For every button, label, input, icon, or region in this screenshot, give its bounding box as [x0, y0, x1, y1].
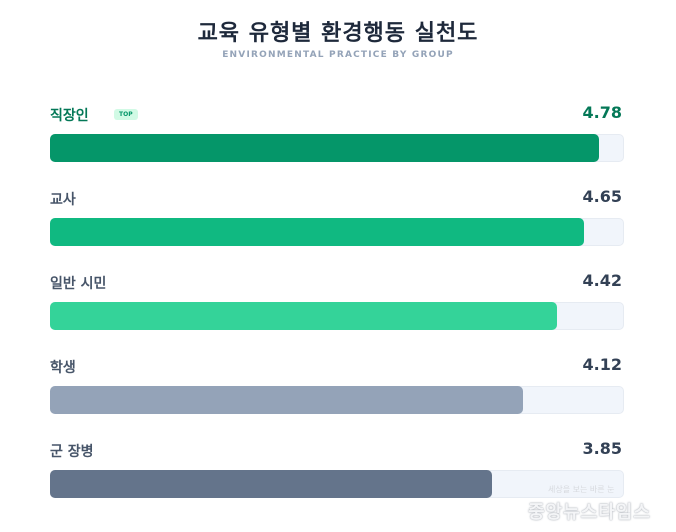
bar-fill	[50, 470, 492, 498]
bar-label: 직장인	[50, 108, 89, 124]
bar-row-header: 학생 4.12	[50, 355, 624, 377]
bar-row: 일반 시민 4.42	[50, 271, 624, 331]
bar-label: 군 장병	[50, 444, 94, 460]
bar-row-header: 군 장병 3.85	[50, 439, 624, 461]
bar-value: 4.42	[582, 271, 622, 290]
bar-row: 학생 4.12	[50, 355, 624, 415]
bar-fill	[50, 386, 523, 414]
bar-value: 4.78	[582, 103, 622, 122]
watermark-tagline: 세상을 보는 바른 눈	[548, 485, 615, 494]
bar-label: 학생	[50, 360, 76, 376]
bar-value: 4.65	[582, 187, 622, 206]
bar-fill	[50, 302, 558, 330]
bar-row-header: 교사 4.65	[50, 187, 624, 209]
watermark-logo: 중앙뉴스타임스	[528, 502, 651, 523]
bar-row: 군 장병 3.85	[50, 439, 624, 499]
bar-row: 교사 4.65	[50, 187, 624, 247]
chart-title: 교육 유형별 환경행동 실천도	[197, 21, 479, 46]
bar-fill	[50, 218, 584, 246]
bar-fill	[50, 134, 599, 162]
bar-label: 교사	[50, 192, 76, 208]
top-badge: TOP	[114, 109, 138, 120]
bar-row: 직장인 4.78 TOP	[50, 103, 624, 163]
bar-row-header: 직장인 4.78 TOP	[50, 103, 624, 125]
bar-value: 3.85	[582, 439, 622, 458]
bar-row-header: 일반 시민 4.42	[50, 271, 624, 293]
bar-label: 일반 시민	[50, 276, 107, 292]
chart-subtitle: ENVIRONMENTAL PRACTICE BY GROUP	[222, 50, 454, 60]
bar-value: 4.12	[582, 355, 622, 374]
